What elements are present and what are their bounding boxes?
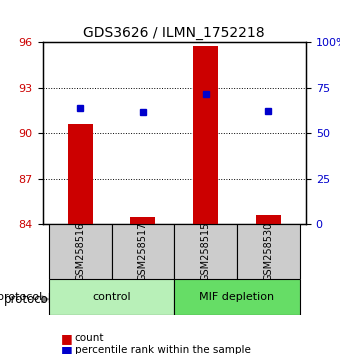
Text: protocol: protocol [3,293,52,306]
Text: GSM258530: GSM258530 [264,222,273,281]
Text: GSM258516: GSM258516 [75,222,85,281]
Text: ■: ■ [61,332,73,344]
Text: GSM258517: GSM258517 [138,222,148,281]
Bar [193,46,218,224]
Bar [256,215,281,224]
Text: count: count [75,333,104,343]
FancyBboxPatch shape [174,224,237,279]
Text: ■: ■ [61,344,73,354]
Text: MIF depletion: MIF depletion [200,292,275,302]
FancyBboxPatch shape [112,224,174,279]
FancyBboxPatch shape [174,279,300,315]
Bar [68,124,93,224]
FancyBboxPatch shape [49,279,174,315]
FancyBboxPatch shape [237,224,300,279]
Text: protocol: protocol [0,292,42,302]
Text: GSM258515: GSM258515 [201,222,210,281]
Text: percentile rank within the sample: percentile rank within the sample [75,346,251,354]
Title: GDS3626 / ILMN_1752218: GDS3626 / ILMN_1752218 [83,26,265,40]
Bar [130,217,155,224]
FancyBboxPatch shape [49,224,112,279]
Text: control: control [92,292,131,302]
